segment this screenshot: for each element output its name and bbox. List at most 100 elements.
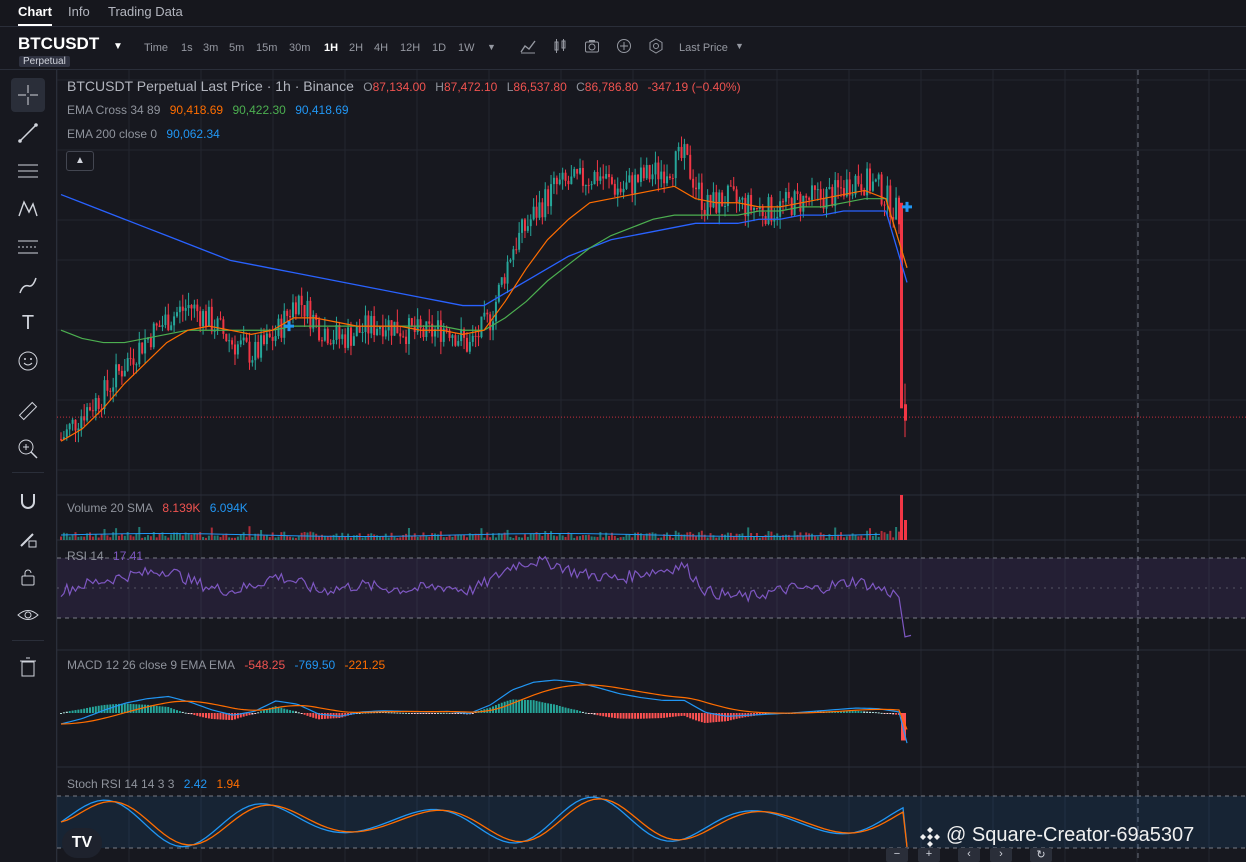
zoom-out-button[interactable]: − — [886, 848, 908, 862]
candle-body — [138, 342, 141, 365]
macd-histogram-bar — [622, 713, 625, 719]
volume-bar — [242, 532, 245, 540]
candle-body — [808, 197, 811, 200]
macd-histogram-bar — [584, 712, 587, 714]
volume-bar — [813, 535, 816, 540]
camera-icon[interactable] — [584, 38, 600, 57]
macd-histogram-bar — [274, 706, 277, 713]
macd-histogram-bar — [77, 709, 80, 713]
indicator-line-icon[interactable] — [520, 38, 536, 57]
volume-bar — [83, 536, 86, 540]
text-tool-icon[interactable]: T — [21, 311, 35, 334]
interval-4h[interactable]: 4H — [374, 42, 389, 54]
horizontal-lines-icon[interactable] — [11, 154, 45, 188]
volume-bar — [854, 534, 857, 540]
volume-bar — [294, 537, 297, 540]
macd-histogram-bar — [442, 712, 445, 714]
scroll-right-button[interactable]: › — [990, 848, 1012, 862]
zoom-in-icon[interactable] — [11, 432, 45, 466]
candle-body — [492, 321, 495, 331]
macd-histogram-bar — [625, 713, 628, 719]
tradingview-logo[interactable]: TV — [62, 828, 102, 858]
macd-histogram-bar — [289, 710, 292, 713]
rsi-legend[interactable]: RSI 14 17.41 — [67, 549, 149, 563]
interval-5m[interactable]: 5m — [229, 42, 245, 54]
interval-3m[interactable]: 3m — [203, 42, 219, 54]
chevron-down-icon[interactable]: ▼ — [735, 41, 744, 51]
macd-histogram-bar — [599, 713, 602, 716]
macd-histogram-bar — [381, 711, 384, 713]
scroll-left-button[interactable]: ‹ — [958, 848, 980, 862]
ema-cross-legend[interactable]: EMA Cross 34 89 90,418.69 90,422.30 90,4… — [67, 103, 355, 117]
candle-body — [651, 174, 654, 180]
interval-time[interactable]: Time — [144, 42, 169, 54]
macd-histogram-bar — [120, 703, 123, 713]
add-indicator-icon[interactable] — [616, 38, 632, 57]
volume-bar — [228, 537, 231, 540]
volume-bar — [184, 532, 187, 540]
trend-line-icon[interactable] — [11, 116, 45, 150]
pattern-icon[interactable] — [11, 192, 45, 226]
candle-body — [471, 335, 474, 342]
chevron-down-icon[interactable]: ▼ — [487, 42, 496, 52]
stoch-legend[interactable]: Stoch RSI 14 14 3 3 2.42 1.94 — [67, 777, 246, 791]
tab-info[interactable]: Info — [68, 4, 90, 19]
emoji-icon[interactable] — [11, 344, 45, 378]
trash-icon[interactable] — [11, 650, 45, 684]
brush-icon[interactable] — [11, 268, 45, 302]
price-source-select[interactable]: Last Price — [679, 42, 728, 54]
candle-body — [410, 318, 413, 326]
interval-15m[interactable]: 15m — [256, 42, 278, 54]
macd-histogram-bar — [268, 707, 271, 713]
candle-body — [381, 326, 384, 337]
lock-icon[interactable] — [11, 560, 45, 594]
candle-body — [129, 358, 132, 360]
macd-histogram-bar — [132, 704, 135, 713]
interval-1h[interactable]: 1H — [324, 42, 339, 54]
chevron-down-icon[interactable]: ▼ — [113, 41, 123, 52]
settings-icon[interactable] — [648, 38, 664, 57]
price-chart[interactable] — [57, 70, 1246, 862]
interval-2h[interactable]: 2H — [349, 42, 364, 54]
symbol-selector[interactable]: BTCUSDT — [18, 34, 100, 53]
volume-legend[interactable]: Volume 20 SMA 8.139K 6.094K — [67, 501, 254, 515]
candle-body — [732, 186, 735, 190]
ema200-legend[interactable]: EMA 200 close 0 90,062.34 — [67, 127, 226, 141]
candle-body — [193, 304, 196, 309]
interval-1d[interactable]: 1D — [432, 42, 447, 54]
candle-body — [599, 176, 602, 181]
candle-body — [755, 207, 758, 209]
volume-bar — [233, 537, 236, 540]
fib-retracement-icon[interactable] — [11, 230, 45, 264]
collapse-legend-button[interactable]: ▲ — [66, 151, 94, 171]
volume-bar — [442, 537, 445, 540]
candle-body — [668, 176, 671, 179]
macd-histogram-bar — [550, 703, 553, 713]
candle-body — [106, 380, 109, 391]
macd-histogram-bar — [219, 713, 222, 720]
interval-30m[interactable]: 30m — [289, 42, 311, 54]
interval-12h[interactable]: 12H — [400, 42, 421, 54]
macd-histogram-bar — [869, 711, 872, 713]
candle-body — [860, 184, 863, 191]
zoom-in-button[interactable]: + — [918, 848, 940, 862]
reset-chart-button[interactable]: ↻ — [1030, 848, 1052, 862]
pencil-lock-icon[interactable] — [11, 522, 45, 556]
volume-bar — [834, 527, 837, 540]
macd-legend[interactable]: MACD 12 26 close 9 EMA EMA -548.25 -769.… — [67, 658, 391, 672]
crosshair-icon[interactable] — [11, 78, 45, 112]
ruler-icon[interactable] — [11, 394, 45, 428]
eye-icon[interactable] — [11, 598, 45, 632]
volume-bar — [202, 536, 205, 540]
interval-1w[interactable]: 1W — [458, 42, 475, 54]
macd-histogram-bar — [439, 712, 442, 714]
candle-type-icon[interactable] — [552, 38, 568, 57]
volume-bar — [544, 531, 547, 540]
candle-body — [692, 178, 695, 188]
tab-trading-data[interactable]: Trading Data — [108, 4, 183, 19]
magnet-icon[interactable] — [11, 484, 45, 518]
candle-body — [680, 146, 683, 158]
tab-chart[interactable]: Chart — [18, 4, 52, 26]
interval-1s[interactable]: 1s — [181, 42, 193, 54]
volume-bar — [231, 537, 234, 540]
